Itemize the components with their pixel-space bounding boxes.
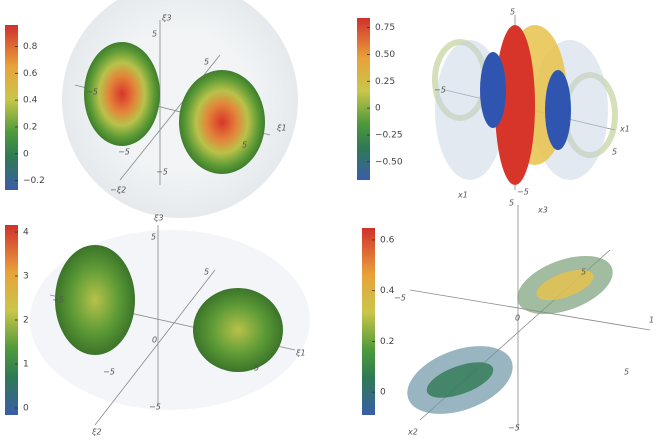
- axis-label: x3: [537, 206, 548, 215]
- axis-tick: 5: [151, 233, 156, 242]
- colorbar: [362, 228, 375, 415]
- axis-label: ξ1: [276, 124, 287, 133]
- axis-label: ξ3: [161, 14, 172, 23]
- colorbar-tick-label: 0: [375, 104, 381, 114]
- colorbar-tick-label: 3: [23, 272, 29, 282]
- colorbar: [5, 25, 18, 190]
- axis-tick: 5: [242, 141, 247, 150]
- colorbar-tick-label: 0.4: [23, 96, 38, 106]
- axis-tick: 0: [515, 314, 520, 323]
- colorbar-tick-label: 2: [23, 316, 29, 326]
- axis-tick: −5: [517, 188, 529, 197]
- axis-label: x2: [407, 428, 418, 437]
- axis-tick: 5: [510, 8, 515, 17]
- figure: ξ3 5 5 −5 ξ1 5 −5 −5 −ξ2 5 −5 x1 x1 5 −5…: [0, 0, 660, 441]
- axis-tick: 1: [649, 316, 654, 325]
- axis-tick: −5: [394, 294, 406, 303]
- colorbar-tick-label: 0.2: [23, 122, 37, 132]
- axis-label: ξ1: [295, 349, 306, 358]
- axis-label: x1: [619, 125, 630, 134]
- axis-label: x1: [457, 191, 468, 200]
- colorbar-tick-label: 4: [23, 228, 29, 238]
- axis-tick: 5: [254, 364, 259, 373]
- colorbar-tick-label: −0.2: [23, 176, 45, 186]
- colorbar-tick-label: −0.25: [375, 130, 403, 140]
- axis-label: −ξ2: [110, 186, 126, 195]
- axis-tick: 5: [624, 368, 629, 377]
- colorbar-tick-label: 0.6: [380, 235, 395, 245]
- axis-tick: −5: [118, 148, 130, 157]
- colorbar-tick-label: 0.25: [375, 77, 395, 87]
- colorbar-tick-label: 0: [23, 149, 29, 159]
- panel-2-art: [435, 15, 615, 190]
- panel-3-art: [30, 225, 310, 425]
- colorbar-tick-label: 0: [380, 388, 386, 398]
- axis-tick: −5: [86, 88, 98, 97]
- axis-tick: −5: [149, 403, 161, 412]
- colorbar-tick-label: 0.6: [23, 69, 38, 79]
- colorbar-tick-label: 0.8: [23, 42, 38, 52]
- panel-4-art: [398, 205, 650, 430]
- axis-tick: 5: [204, 58, 209, 67]
- colorbar-tick-label: 0.4: [380, 286, 395, 296]
- colorbar-tick-label: 1: [23, 359, 29, 369]
- axis-label: ξ2: [91, 428, 102, 437]
- axis-tick: −5: [156, 168, 168, 177]
- axis-tick: −5: [434, 86, 446, 95]
- colorbar-tick-label: 0.75: [375, 23, 395, 33]
- axis-label: ξ3: [153, 214, 164, 223]
- axis-tick: 5: [152, 30, 157, 39]
- colorbar-tick-label: 0: [23, 403, 29, 413]
- panel-1-art: [62, 0, 298, 218]
- axis-tick: 5: [612, 148, 617, 157]
- colorbar-tick-label: 0.2: [380, 337, 394, 347]
- axis-tick: −5: [103, 368, 115, 377]
- axis-tick: −5: [508, 424, 520, 433]
- axis-tick: 5: [204, 268, 209, 277]
- colorbar-tick-label: −0.50: [375, 157, 403, 167]
- axis-tick: 5: [509, 199, 514, 208]
- colorbar-tick-label: 0.50: [375, 50, 395, 60]
- axis-tick: 0: [152, 336, 157, 345]
- axis-tick: 5: [581, 268, 586, 277]
- colorbar: [357, 18, 370, 180]
- axis-tick: −5: [52, 296, 64, 305]
